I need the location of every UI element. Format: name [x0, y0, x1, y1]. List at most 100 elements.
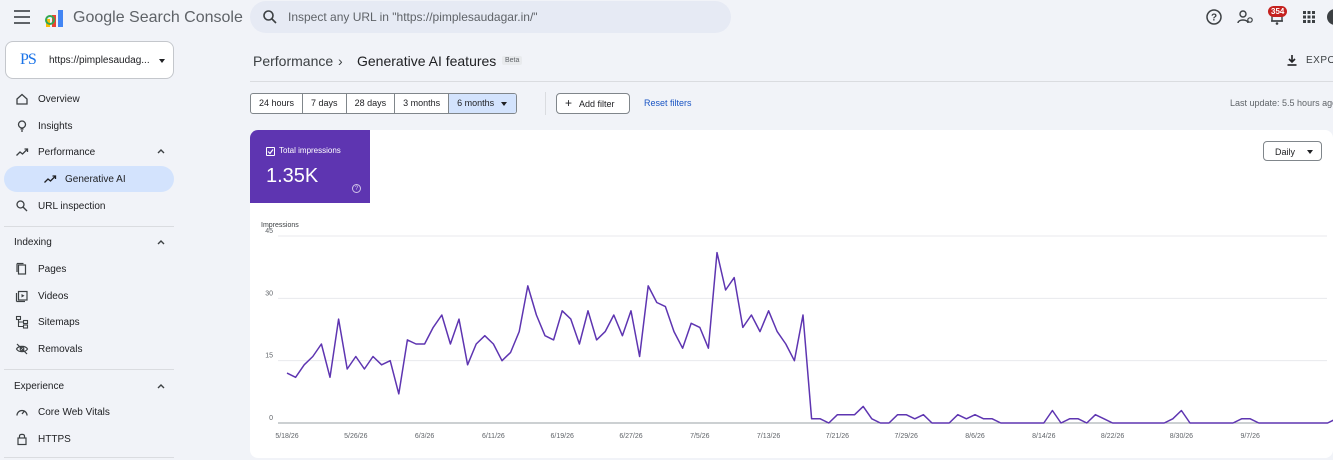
x-tick-label: 9/7/26 [1240, 433, 1260, 440]
range-7-days[interactable]: 7 days [303, 94, 347, 113]
sidebar-item-insights[interactable]: Insights [4, 113, 174, 139]
x-tick-label: 6/11/26 [482, 433, 505, 440]
checkbox-checked-icon[interactable] [266, 147, 275, 156]
breadcrumb-performance[interactable]: Performance [253, 53, 334, 69]
sidebar-item-label: Sitemaps [38, 317, 80, 328]
sidebar-divider [4, 457, 174, 458]
sidebar-item-label: Performance [38, 147, 96, 158]
filter-separator [545, 92, 546, 115]
y-axis-label: Impressions [261, 222, 299, 229]
reset-filters-link[interactable]: Reset filters [644, 98, 692, 108]
help-icon[interactable]: ? [1205, 8, 1223, 26]
lock-icon [17, 433, 27, 446]
svg-text:?: ? [1211, 13, 1217, 24]
sidebar-item-removals[interactable]: Removals [4, 336, 174, 362]
help-icon[interactable]: ? [352, 184, 361, 193]
x-tick-label: 7/5/26 [690, 433, 710, 440]
sidebar-item-url-inspection[interactable]: URL inspection [4, 193, 174, 219]
url-inspection-search[interactable] [250, 1, 731, 33]
sidebar-section-indexing[interactable]: Indexing [14, 237, 52, 248]
last-update-text: Last update: 5.5 hours ago [1230, 98, 1333, 108]
sidebar-item-label: Core Web Vitals [38, 407, 110, 418]
search-input[interactable] [288, 7, 708, 27]
metric-value: 1.35K [266, 165, 319, 187]
manage-users-icon[interactable] [1236, 8, 1254, 26]
sidebar-item-label: Pages [38, 264, 67, 275]
impressions-series-line [286, 251, 1333, 424]
plus-icon: + [565, 96, 573, 110]
sidebar-item-label: Removals [38, 344, 83, 355]
range-24-hours[interactable]: 24 hours [251, 94, 304, 113]
property-selector[interactable]: PS https://pimplesaudag... [5, 41, 174, 79]
trending-up-icon [44, 175, 57, 183]
export-button[interactable]: EXPORT [1286, 54, 1333, 69]
app-title: Google Search Console [73, 9, 243, 26]
sidebar-item-pages[interactable]: Pages [4, 256, 174, 282]
account-avatar[interactable] [1326, 8, 1333, 26]
x-tick-label: 8/30/26 [1170, 433, 1193, 440]
date-range-selector: 24 hours 7 days 28 days 3 months 6 month… [250, 93, 518, 114]
x-tick-label: 8/14/26 [1032, 433, 1055, 440]
x-tick-label: 6/3/26 [415, 433, 435, 440]
x-tick-label: 5/26/26 [344, 433, 367, 440]
x-tick-label: 6/27/26 [619, 433, 642, 440]
sidebar-item-core-web-vitals[interactable]: Core Web Vitals [4, 399, 174, 425]
export-label: EXPORT [1306, 55, 1333, 66]
header-divider [250, 81, 1333, 82]
sidebar-item-label: Insights [38, 121, 73, 132]
sidebar-item-performance[interactable]: Performance [4, 139, 174, 165]
sidebar-item-label: Videos [38, 291, 69, 302]
add-filter-button[interactable]: + Add filter [556, 93, 630, 114]
sidebar-item-overview[interactable]: Overview [4, 86, 174, 112]
chevron-up-icon[interactable] [156, 238, 166, 246]
beta-badge: Beta [502, 56, 523, 65]
x-tick-label: 8/22/26 [1101, 433, 1124, 440]
sidebar-item-label: HTTPS [38, 434, 71, 445]
x-tick-label: 7/21/26 [826, 433, 849, 440]
trending-up-icon [16, 148, 29, 156]
granularity-dropdown[interactable]: Daily [1263, 141, 1322, 161]
page-title: Generative AI features [357, 53, 497, 69]
chevron-up-icon[interactable] [156, 382, 166, 390]
breadcrumb-chevron-icon: › [338, 53, 343, 69]
download-icon [1287, 55, 1297, 66]
search-icon [16, 200, 28, 212]
y-tick-label: 15 [265, 353, 273, 360]
sidebar-item-videos[interactable]: Videos [4, 283, 174, 309]
range-3-months[interactable]: 3 months [395, 94, 450, 113]
x-tick-label: 6/19/26 [551, 433, 574, 440]
visibility-off-icon [15, 343, 29, 355]
apps-grid-icon[interactable] [1300, 8, 1318, 26]
search-console-logo-icon [45, 10, 63, 27]
total-impressions-metric[interactable]: Total impressions 1.35K ? [250, 130, 370, 203]
impressions-chart: Impressions 0 15 30 45 5/18/26 5/26/26 6/3/26 6/… [261, 222, 1333, 440]
range-6-months[interactable]: 6 months [449, 94, 517, 113]
granularity-value: Daily [1275, 147, 1296, 157]
sidebar-item-label: Overview [38, 94, 80, 105]
video-library-icon [15, 290, 28, 303]
add-filter-label: Add filter [579, 99, 615, 109]
property-url: https://pimplesaudag... [49, 55, 150, 66]
performance-chart-card: Impressions 0 15 30 45 5/18/26 5/26/26 6/3/26 6/… [250, 130, 1333, 458]
sidebar-item-generative-ai[interactable]: Generative AI [4, 166, 174, 192]
chevron-up-icon [157, 149, 165, 154]
y-tick-label: 0 [269, 415, 273, 422]
x-tick-label: 7/29/26 [895, 433, 918, 440]
metric-label: Total impressions [279, 146, 341, 155]
property-logo-icon: PS [20, 51, 37, 68]
x-tick-label: 8/6/26 [965, 433, 985, 440]
sidebar-divider [4, 226, 174, 227]
sidebar-item-sitemaps[interactable]: Sitemaps [4, 309, 174, 335]
range-28-days[interactable]: 28 days [347, 94, 396, 113]
chevron-down-icon [1307, 150, 1313, 154]
home-icon [16, 93, 28, 105]
notifications-badge: 354 [1268, 6, 1288, 17]
pages-icon [16, 262, 27, 275]
y-tick-label: 45 [265, 228, 273, 235]
top-bar: Google Search Console ? 354 [0, 0, 1333, 36]
search-icon [263, 10, 277, 24]
main-menu-icon[interactable] [14, 10, 30, 24]
lightbulb-icon [17, 120, 27, 132]
sidebar-item-https[interactable]: HTTPS [4, 426, 174, 452]
sidebar-section-experience[interactable]: Experience [14, 381, 65, 392]
